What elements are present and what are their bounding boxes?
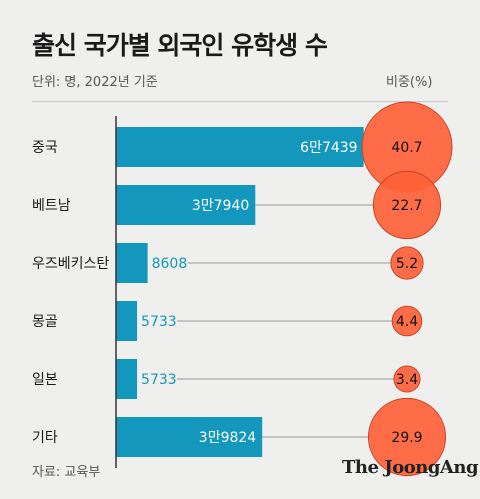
- value-label: 3만7940: [192, 198, 249, 214]
- share-bubble: [372, 170, 442, 240]
- value-label: 6만7439: [300, 140, 357, 156]
- share-label: 5.2: [396, 256, 418, 272]
- share-bubble: [390, 246, 424, 280]
- bars: [116, 127, 364, 457]
- chart-title: 출신 국가별 외국인 유학생 수: [32, 31, 328, 60]
- category-label: 중국: [32, 140, 58, 156]
- category-label: 우즈베키스탄: [32, 256, 109, 272]
- labels: 중국 6만7439 40.7 베트남 3만7940 22.7 우즈베키스탄 8608 5.2 몽골…: [32, 140, 423, 446]
- share-label: 22.7: [391, 198, 422, 214]
- header-divider: [32, 101, 448, 102]
- publisher-logo: The JoongAng: [342, 457, 479, 478]
- share-label: 3.4: [396, 372, 418, 388]
- category-label: 베트남: [32, 198, 71, 214]
- share-label: 4.4: [396, 314, 418, 330]
- value-label: 8608: [152, 256, 188, 272]
- bar: [116, 185, 256, 225]
- share-bubbles: [361, 101, 453, 477]
- bar: [116, 127, 364, 167]
- share-bubble: [367, 397, 447, 477]
- share-bubble: [391, 305, 423, 337]
- share-label: 29.9: [391, 430, 422, 446]
- source-note: 자료: 교육부: [32, 465, 101, 480]
- value-label: 5733: [141, 314, 177, 330]
- bar: [116, 359, 138, 399]
- bar: [116, 243, 148, 283]
- share-label: 40.7: [391, 140, 422, 156]
- chart-subtitle: 단위: 명, 2022년 기준: [32, 75, 158, 90]
- category-label: 몽골: [32, 314, 58, 330]
- bar: [116, 301, 138, 341]
- guide-lines: [177, 204, 394, 438]
- value-label: 3만9824: [199, 430, 257, 446]
- category-label: 기타: [32, 430, 58, 446]
- bar: [116, 417, 263, 457]
- share-header: 비중(%): [386, 75, 433, 90]
- share-bubble: [393, 365, 421, 393]
- category-label: 일본: [32, 372, 58, 388]
- value-label: 5733: [141, 372, 177, 388]
